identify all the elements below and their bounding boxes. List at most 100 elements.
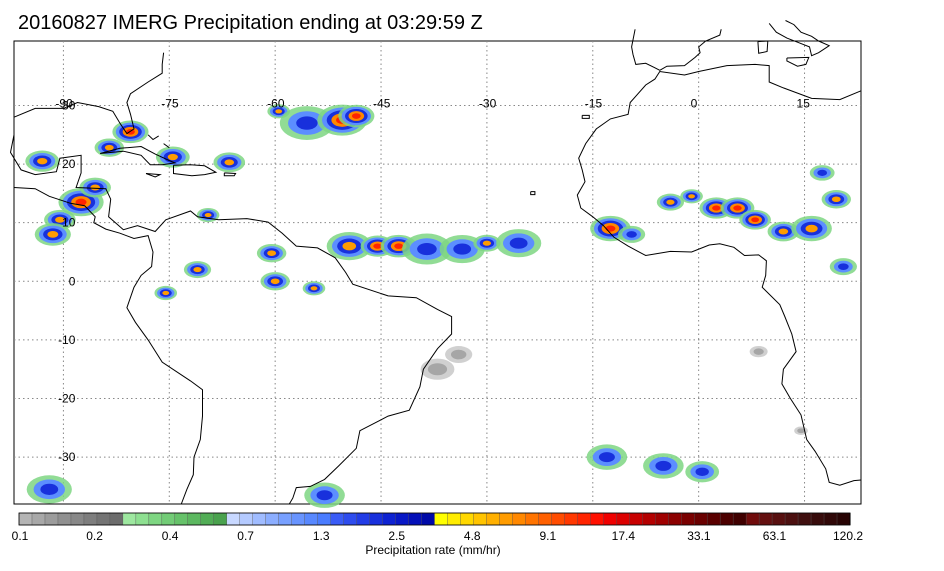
rain-cell (275, 109, 283, 114)
coastline (9, 134, 453, 505)
colorbar-swatch (70, 512, 85, 526)
rain-cell (666, 199, 675, 205)
rain-cell (342, 241, 357, 251)
colorbar-swatch (434, 512, 449, 526)
colorbar-swatch (96, 512, 111, 526)
longitude-label: -90 (55, 96, 73, 110)
rain-cell (751, 217, 760, 223)
rain-cell (417, 242, 437, 256)
colorbar-tick-label: 0.1 (11, 529, 29, 543)
rain-cell (778, 228, 789, 235)
rain-cell (162, 290, 170, 296)
colorbar-swatch (784, 512, 799, 526)
colorbar-swatch (486, 512, 501, 526)
rain-cell (55, 216, 65, 223)
rain-cell (316, 490, 333, 501)
coastline (786, 56, 810, 67)
longitude-label: -30 (479, 96, 497, 110)
graticule (14, 41, 861, 504)
coastline (768, 20, 831, 57)
colorbar-swatch (473, 512, 488, 526)
colorbar-swatch (148, 512, 163, 526)
colorbar-tick-label: 4.8 (463, 529, 481, 543)
colorbar-swatch (200, 512, 215, 526)
coastline (223, 172, 237, 177)
colorbar-swatch (122, 512, 137, 526)
rain-cell (193, 266, 202, 273)
colorbar-swatch (356, 512, 371, 526)
colorbar-swatch (18, 512, 33, 526)
colorbar-swatch (44, 512, 59, 526)
coastline (530, 191, 536, 196)
precipitation-field (25, 104, 857, 508)
colorbar-tick-label: 2.5 (388, 529, 406, 543)
map-frame (13, 40, 862, 505)
coastline (757, 40, 769, 54)
longitude-label: -15 (585, 96, 603, 110)
colorbar-swatch (719, 512, 734, 526)
latitude-label: -20 (58, 392, 76, 406)
latitude-label: -30 (58, 450, 76, 464)
colorbar-swatch (252, 512, 267, 526)
rain-cell (695, 467, 709, 476)
colorbar-tick-label: 120.2 (832, 529, 864, 543)
colorbar-swatch (525, 512, 539, 526)
rain-cell (37, 157, 48, 165)
rain-cell (805, 224, 818, 233)
rain-cell (626, 231, 637, 238)
colorbar-swatch (681, 512, 695, 526)
rain-cell (427, 363, 448, 376)
coastline (163, 143, 170, 149)
rain-cell (47, 231, 59, 238)
rain-cell (817, 169, 828, 176)
colorbar-swatch (343, 512, 358, 526)
coastline (631, 29, 722, 71)
colorbar-swatch (226, 512, 241, 526)
colorbar-swatch (616, 512, 630, 526)
rain-cell (167, 153, 178, 161)
colorbar-swatch (745, 512, 760, 526)
colorbar-swatch (317, 512, 332, 526)
coastline (147, 134, 159, 141)
colorbar-swatch (408, 512, 423, 526)
colorbar-swatch (213, 512, 228, 526)
colorbar-swatch (460, 512, 475, 526)
colorbar-swatch (304, 512, 319, 526)
rain-cell (204, 212, 212, 218)
colorbar-swatch (642, 512, 656, 526)
colorbar-swatch (31, 512, 46, 526)
coastline (99, 145, 177, 166)
rain-cell (270, 278, 280, 285)
rain-cell (351, 113, 361, 119)
colorbar-tick-label: 0.2 (86, 529, 103, 543)
rain-cell (450, 349, 467, 360)
rain-cell (373, 243, 382, 249)
colorbar-swatch (512, 512, 526, 526)
colorbar-swatch (732, 512, 747, 526)
rain-cell (267, 250, 277, 256)
rain-cell (75, 198, 87, 206)
colorbar-tick-label: 0.4 (161, 529, 179, 543)
rain-cell (394, 243, 404, 249)
latitude-label: 30 (62, 98, 76, 112)
colorbar-swatch (499, 512, 514, 526)
longitude-label: 0 (691, 96, 698, 110)
colorbar-swatch (382, 512, 397, 526)
colorbar-swatch (693, 512, 708, 526)
colorbar-swatch (538, 512, 552, 526)
rain-cell (655, 460, 672, 471)
rain-cell (104, 144, 114, 151)
rain-cell (310, 286, 318, 291)
rain-cell (688, 194, 695, 199)
colorbar-swatch (187, 512, 202, 526)
rain-cell (598, 452, 615, 463)
coastline (145, 173, 162, 178)
colorbar-swatch (421, 512, 436, 526)
colorbar-tick-label: 63.1 (762, 529, 787, 543)
colorbar-swatch (161, 512, 176, 526)
longitude-label: 15 (797, 96, 811, 110)
colorbar-swatch (174, 512, 189, 526)
colorbar-swatch (239, 512, 254, 526)
colorbar (18, 512, 851, 526)
colorbar-tick-label: 0.7 (237, 529, 254, 543)
